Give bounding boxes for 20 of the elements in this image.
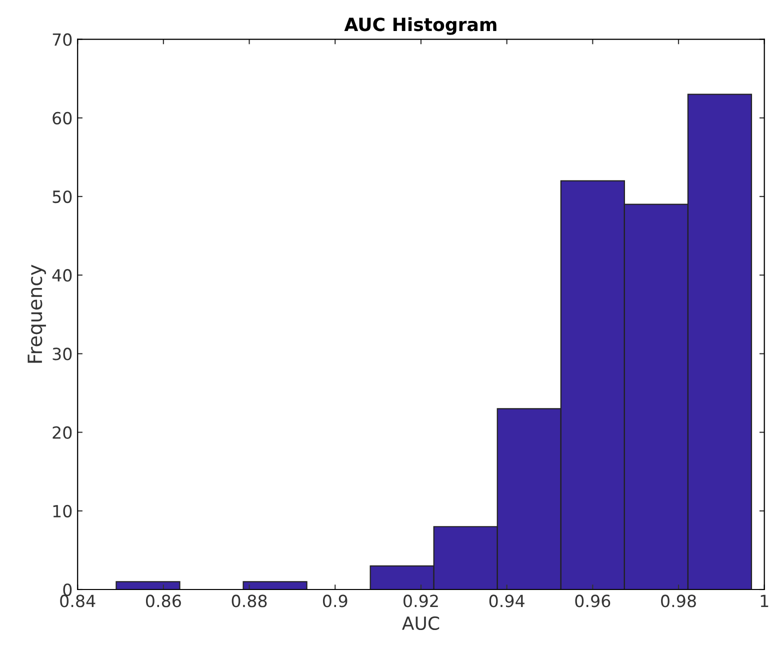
y-axis-title: Frequency [28, 264, 46, 363]
y-tick-label: 50 [52, 190, 72, 204]
x-tick-label: 0.88 [232, 594, 267, 608]
y-tick-label: 10 [53, 504, 72, 518]
y-tick-label: 40 [52, 269, 72, 282]
x-axis-title: AUC [402, 616, 440, 630]
x-tick-label: 0.86 [146, 594, 181, 608]
x-tick-label: 0.9 [322, 594, 348, 608]
x-tick-label: 0.98 [661, 594, 696, 608]
y-tick-label: 20 [52, 426, 72, 439]
chart-title: AUC Histogram [344, 17, 496, 35]
x-tick-label: 0.84 [60, 594, 96, 608]
x-tick-label: 0.96 [575, 594, 610, 608]
y-tick-label: 60 [52, 112, 72, 124]
y-tick-label: 30 [52, 348, 72, 360]
x-tick-label: 0.94 [489, 594, 524, 608]
y-tick-label: 70 [52, 33, 72, 46]
y-tick-label: 0 [63, 583, 72, 596]
x-tick-label: 1 [760, 594, 768, 608]
x-tick-label: 0.92 [404, 594, 438, 608]
